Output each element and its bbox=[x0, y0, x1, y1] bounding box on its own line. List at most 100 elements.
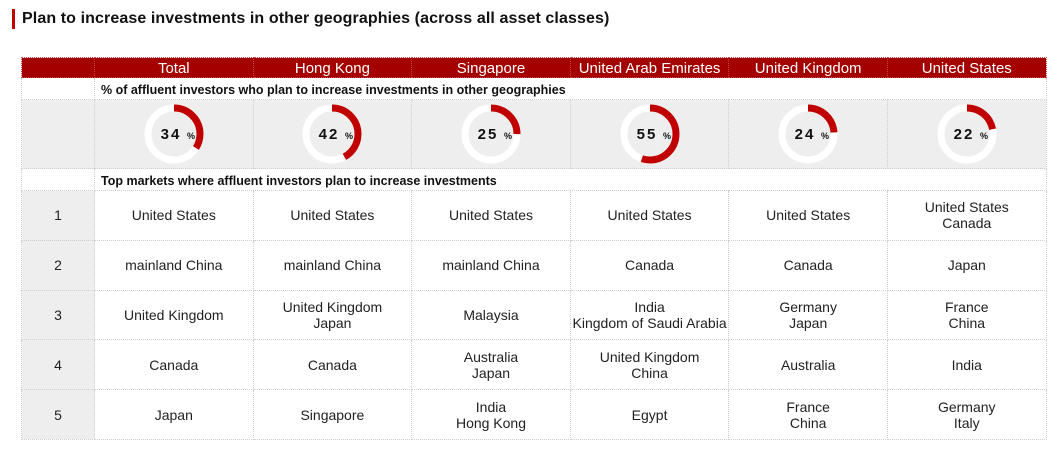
market-name: Canada bbox=[625, 257, 675, 274]
section-row-percent: % of affluent investors who plan to incr… bbox=[21, 77, 1047, 100]
market-name: Canada bbox=[783, 257, 833, 274]
market-name: France bbox=[786, 398, 830, 415]
table-row: 2 mainland China mainland China mainland Ch… bbox=[21, 239, 1047, 291]
donut-value-label: 42 bbox=[319, 126, 340, 143]
market-name: India bbox=[475, 398, 507, 415]
market-name: China bbox=[631, 364, 668, 381]
donut-cell: 24% bbox=[728, 99, 888, 169]
market-name: Germany bbox=[937, 398, 996, 415]
rank-cell: 4 bbox=[21, 339, 95, 391]
market-name: Japan bbox=[471, 364, 511, 381]
market-name: Egypt bbox=[631, 406, 668, 423]
donut-value-label: 22 bbox=[953, 126, 974, 143]
market-name: Canada bbox=[307, 356, 357, 373]
market-cell: United States bbox=[728, 190, 888, 241]
donut-percent-symbol: % bbox=[663, 131, 671, 141]
donut-chart: 34% bbox=[144, 104, 204, 164]
market-name: Malaysia bbox=[463, 306, 519, 323]
donut-slice bbox=[302, 104, 362, 164]
market-name: Italy bbox=[953, 414, 980, 431]
market-name: United States bbox=[290, 207, 375, 224]
market-name: Germany bbox=[779, 298, 837, 315]
header-row: Total Hong Kong Singapore United Arab Em… bbox=[21, 57, 1047, 78]
market-cell: India bbox=[886, 339, 1047, 391]
market-name: United States bbox=[131, 207, 216, 224]
market-cell: India Hong Kong bbox=[411, 389, 571, 440]
donut-cell: 42% bbox=[252, 99, 413, 169]
market-name: Canada bbox=[149, 356, 199, 373]
column-header-total: Total bbox=[94, 57, 254, 78]
table-row: 4 Canada Canada Australia Japan United Kingdo… bbox=[21, 339, 1047, 391]
donut-percent-symbol: % bbox=[504, 131, 512, 141]
market-cell: United States Canada bbox=[886, 190, 1047, 241]
donut-cell: 34% bbox=[94, 99, 254, 169]
market-cell: Germany Japan bbox=[728, 289, 888, 341]
donut-row-spacer bbox=[21, 99, 95, 169]
market-name: France bbox=[944, 298, 989, 315]
market-name: Japan bbox=[947, 257, 986, 274]
donut-slice bbox=[144, 104, 204, 164]
market-name: mainland China bbox=[125, 257, 223, 274]
section-spacer bbox=[21, 168, 95, 191]
donut-value-label: 34 bbox=[160, 126, 181, 143]
market-cell: United States bbox=[411, 190, 571, 241]
market-name: Canada bbox=[942, 215, 992, 232]
donut-percent-symbol: % bbox=[345, 131, 353, 141]
section-row-markets: Top markets where affluent investors pla… bbox=[21, 168, 1047, 191]
market-name: United Kingdom bbox=[599, 348, 700, 365]
market-cell: Malaysia bbox=[411, 289, 571, 341]
market-cell: Canada bbox=[94, 339, 254, 391]
market-name: Japan bbox=[154, 406, 193, 423]
market-name: China bbox=[948, 314, 986, 331]
donut-cell: 25% bbox=[411, 99, 571, 169]
title-accent-bar bbox=[12, 9, 15, 29]
market-name: India bbox=[634, 298, 665, 315]
column-header-singapore: Singapore bbox=[411, 57, 571, 78]
market-name: Australia bbox=[463, 348, 519, 365]
market-name: United States bbox=[924, 199, 1009, 216]
market-cell: France China bbox=[728, 389, 888, 440]
market-name: United States bbox=[766, 207, 851, 224]
donut-cell: 55% bbox=[569, 99, 730, 169]
market-cell: United Kingdom China bbox=[569, 339, 730, 391]
donut-slice bbox=[937, 104, 997, 164]
market-cell: Canada bbox=[728, 239, 888, 291]
donut-row: 34% 42% 25% 55% 24% 22% bbox=[21, 99, 1047, 169]
market-cell: United States bbox=[569, 190, 730, 241]
market-name: United Kingdom bbox=[123, 306, 224, 323]
market-cell: Japan bbox=[886, 239, 1047, 291]
donut-percent-symbol: % bbox=[980, 131, 988, 141]
market-cell: mainland China bbox=[411, 239, 571, 291]
donut-value-label: 24 bbox=[795, 126, 816, 143]
column-header-uk: United Kingdom bbox=[728, 57, 888, 78]
donut-percent-symbol: % bbox=[821, 131, 829, 141]
header-corner bbox=[21, 57, 95, 78]
market-name: Hong Kong bbox=[455, 414, 527, 431]
market-name: United Kingdom bbox=[282, 298, 383, 315]
market-cell: France China bbox=[886, 289, 1047, 341]
market-cell: Australia bbox=[728, 339, 888, 391]
market-name: United States bbox=[448, 207, 534, 224]
donut-chart: 55% bbox=[620, 104, 680, 164]
market-name: Australia bbox=[780, 356, 836, 373]
table-row: 1 United States United States United States… bbox=[21, 190, 1047, 241]
donut-slice bbox=[778, 104, 838, 164]
market-name: mainland China bbox=[442, 257, 540, 274]
donut-slice bbox=[620, 104, 680, 164]
section-label-markets: Top markets where affluent investors pla… bbox=[94, 168, 1047, 191]
section-spacer bbox=[21, 77, 95, 100]
market-cell: United Kingdom Japan bbox=[252, 289, 413, 341]
market-name: Japan bbox=[789, 314, 828, 331]
page-title: Plan to increase investments in other ge… bbox=[22, 10, 610, 27]
rank-cell: 2 bbox=[21, 239, 95, 291]
market-cell: Germany Italy bbox=[886, 389, 1047, 440]
market-name: India bbox=[951, 356, 982, 373]
market-name: Singapore bbox=[300, 406, 365, 423]
market-cell: United States bbox=[252, 190, 413, 241]
market-cell: Egypt bbox=[569, 389, 730, 440]
rank-cell: 1 bbox=[21, 190, 95, 241]
donut-cell: 22% bbox=[886, 99, 1047, 169]
market-name: Japan bbox=[313, 314, 352, 331]
market-name: China bbox=[789, 414, 827, 431]
market-cell: mainland China bbox=[94, 239, 254, 291]
